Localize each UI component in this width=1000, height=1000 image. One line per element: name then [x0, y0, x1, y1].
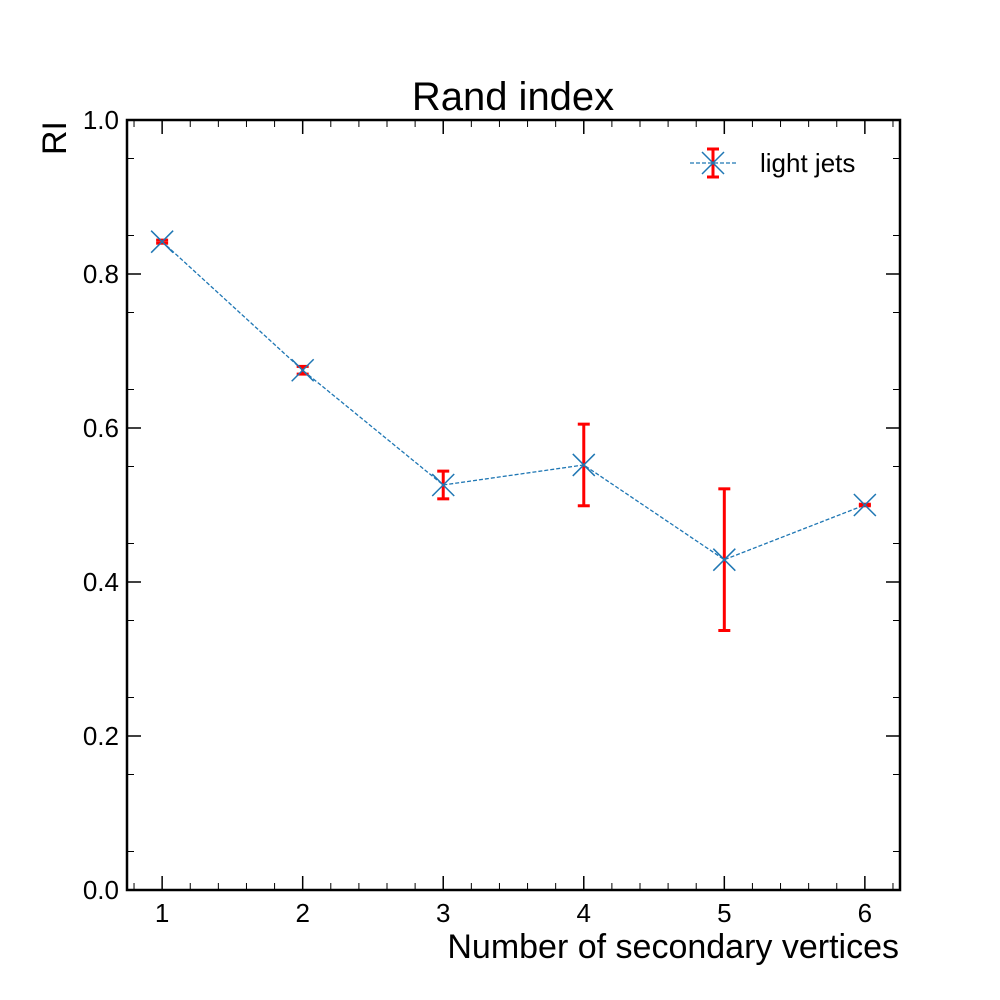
y-tick-label: 0.6 — [83, 413, 119, 443]
y-tick-label: 0.4 — [83, 567, 119, 597]
y-tick-label: 0.0 — [83, 875, 119, 905]
y-axis-label: RI — [36, 121, 74, 155]
marker-stroke — [572, 453, 596, 477]
x-tick-label: 1 — [155, 898, 169, 928]
x-tick-label: 2 — [295, 898, 309, 928]
data-point — [712, 548, 736, 572]
marker-stroke — [291, 358, 315, 382]
legend: light jets — [690, 147, 855, 179]
data-point — [150, 230, 174, 254]
y-tick-label: 0.8 — [83, 259, 119, 289]
series-line — [161, 241, 866, 561]
legend-marker — [701, 151, 725, 175]
marker-stroke — [853, 493, 877, 517]
data-point — [431, 473, 455, 497]
data-point — [291, 358, 315, 382]
legend-label: light jets — [760, 148, 855, 178]
x-tick-label: 4 — [577, 898, 591, 928]
y-tick-label: 1.0 — [83, 105, 119, 135]
x-tick-label: 3 — [436, 898, 450, 928]
marker-stroke — [431, 473, 455, 497]
axis-ticks: 1 2 3 4 5 6 0.0 0.2 0.4 0.6 0.8 1.0 — [83, 105, 900, 928]
marker-stroke — [150, 230, 174, 254]
data-point — [853, 493, 877, 517]
y-tick-label: 0.2 — [83, 721, 119, 751]
x-tick-label: 5 — [717, 898, 731, 928]
x-axis-label: Number of secondary vertices — [447, 928, 899, 966]
x-tick-label: 6 — [858, 898, 872, 928]
marker-stroke — [712, 548, 736, 572]
plot-frame — [125, 118, 902, 892]
data-point — [572, 453, 596, 477]
chart-title: Rand index — [412, 75, 614, 119]
data-marks — [150, 230, 877, 633]
